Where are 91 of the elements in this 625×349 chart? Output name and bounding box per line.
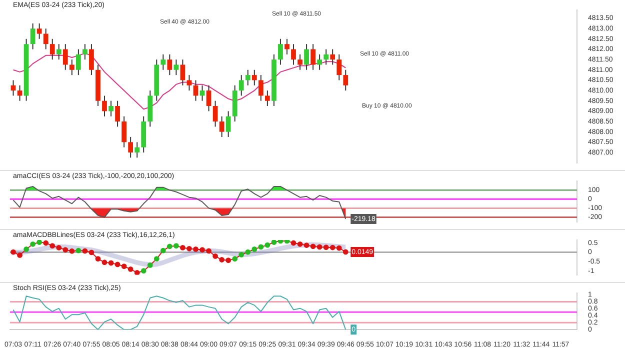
point — [219, 257, 225, 262]
point — [121, 264, 127, 270]
candlestick — [245, 69, 250, 86]
point — [212, 253, 218, 259]
point — [50, 243, 56, 249]
point — [43, 240, 49, 246]
candlestick — [128, 136, 134, 158]
point — [180, 245, 186, 250]
candlestick — [298, 54, 302, 70]
candlestick — [310, 44, 316, 70]
point — [102, 260, 108, 266]
point — [238, 252, 244, 258]
candlestick — [238, 74, 244, 96]
candlestick — [134, 142, 140, 158]
point — [206, 248, 212, 254]
candlestick — [82, 44, 88, 60]
point — [271, 240, 277, 245]
point — [200, 247, 205, 252]
point — [323, 244, 329, 250]
candlestick — [115, 100, 120, 128]
point — [297, 241, 303, 247]
candlestick — [36, 22, 42, 40]
candlestick — [212, 100, 218, 128]
point — [290, 240, 296, 246]
candlestick — [252, 69, 257, 86]
candlestick — [30, 22, 36, 50]
point — [36, 240, 42, 245]
point — [264, 242, 270, 248]
point — [336, 245, 342, 251]
candlestick — [330, 48, 336, 66]
point — [342, 249, 348, 255]
point — [252, 246, 258, 252]
point — [62, 247, 68, 252]
point — [82, 248, 88, 254]
candlestick — [343, 69, 348, 92]
point — [24, 246, 29, 252]
candlestick — [317, 54, 322, 70]
point — [56, 245, 62, 250]
candlestick — [56, 44, 62, 60]
point — [166, 244, 172, 250]
point — [232, 256, 238, 262]
point — [245, 249, 251, 255]
point — [17, 252, 22, 258]
candlestick — [336, 54, 342, 81]
point — [114, 262, 120, 268]
point — [258, 244, 264, 250]
candlestick — [304, 44, 309, 70]
candlestick — [186, 74, 192, 92]
candlestick — [219, 116, 224, 138]
point — [316, 244, 322, 250]
point — [128, 266, 134, 272]
candlestick — [108, 100, 114, 117]
candlestick — [324, 48, 329, 66]
candlestick — [226, 110, 231, 138]
point — [193, 246, 198, 252]
point — [147, 262, 153, 268]
point — [10, 249, 16, 255]
point — [76, 248, 82, 254]
point — [88, 250, 94, 256]
candlestick — [278, 38, 283, 66]
candlestick — [43, 28, 48, 50]
candlestick — [50, 38, 55, 60]
point — [304, 242, 310, 248]
point — [69, 248, 75, 254]
point — [140, 268, 146, 274]
candlestick — [284, 38, 290, 55]
candlestick — [122, 116, 126, 148]
candlestick — [180, 59, 186, 86]
candlestick — [206, 84, 212, 112]
point — [154, 256, 160, 262]
candlestick — [89, 44, 94, 76]
candlestick — [160, 54, 166, 70]
candlestick — [167, 54, 172, 76]
candlestick — [69, 59, 74, 76]
point — [30, 241, 36, 247]
candlestick — [102, 95, 107, 117]
candlestick — [258, 74, 264, 102]
point — [134, 270, 140, 275]
point — [310, 244, 316, 250]
point — [160, 248, 166, 254]
candlestick — [264, 90, 270, 107]
point — [186, 246, 192, 252]
point — [108, 260, 114, 266]
candlestick — [174, 59, 179, 76]
point — [330, 244, 336, 250]
candlestick — [291, 44, 296, 66]
candlestick — [76, 48, 81, 76]
candlestick — [62, 44, 68, 70]
point — [173, 243, 179, 249]
point — [95, 256, 101, 262]
point — [226, 258, 232, 264]
